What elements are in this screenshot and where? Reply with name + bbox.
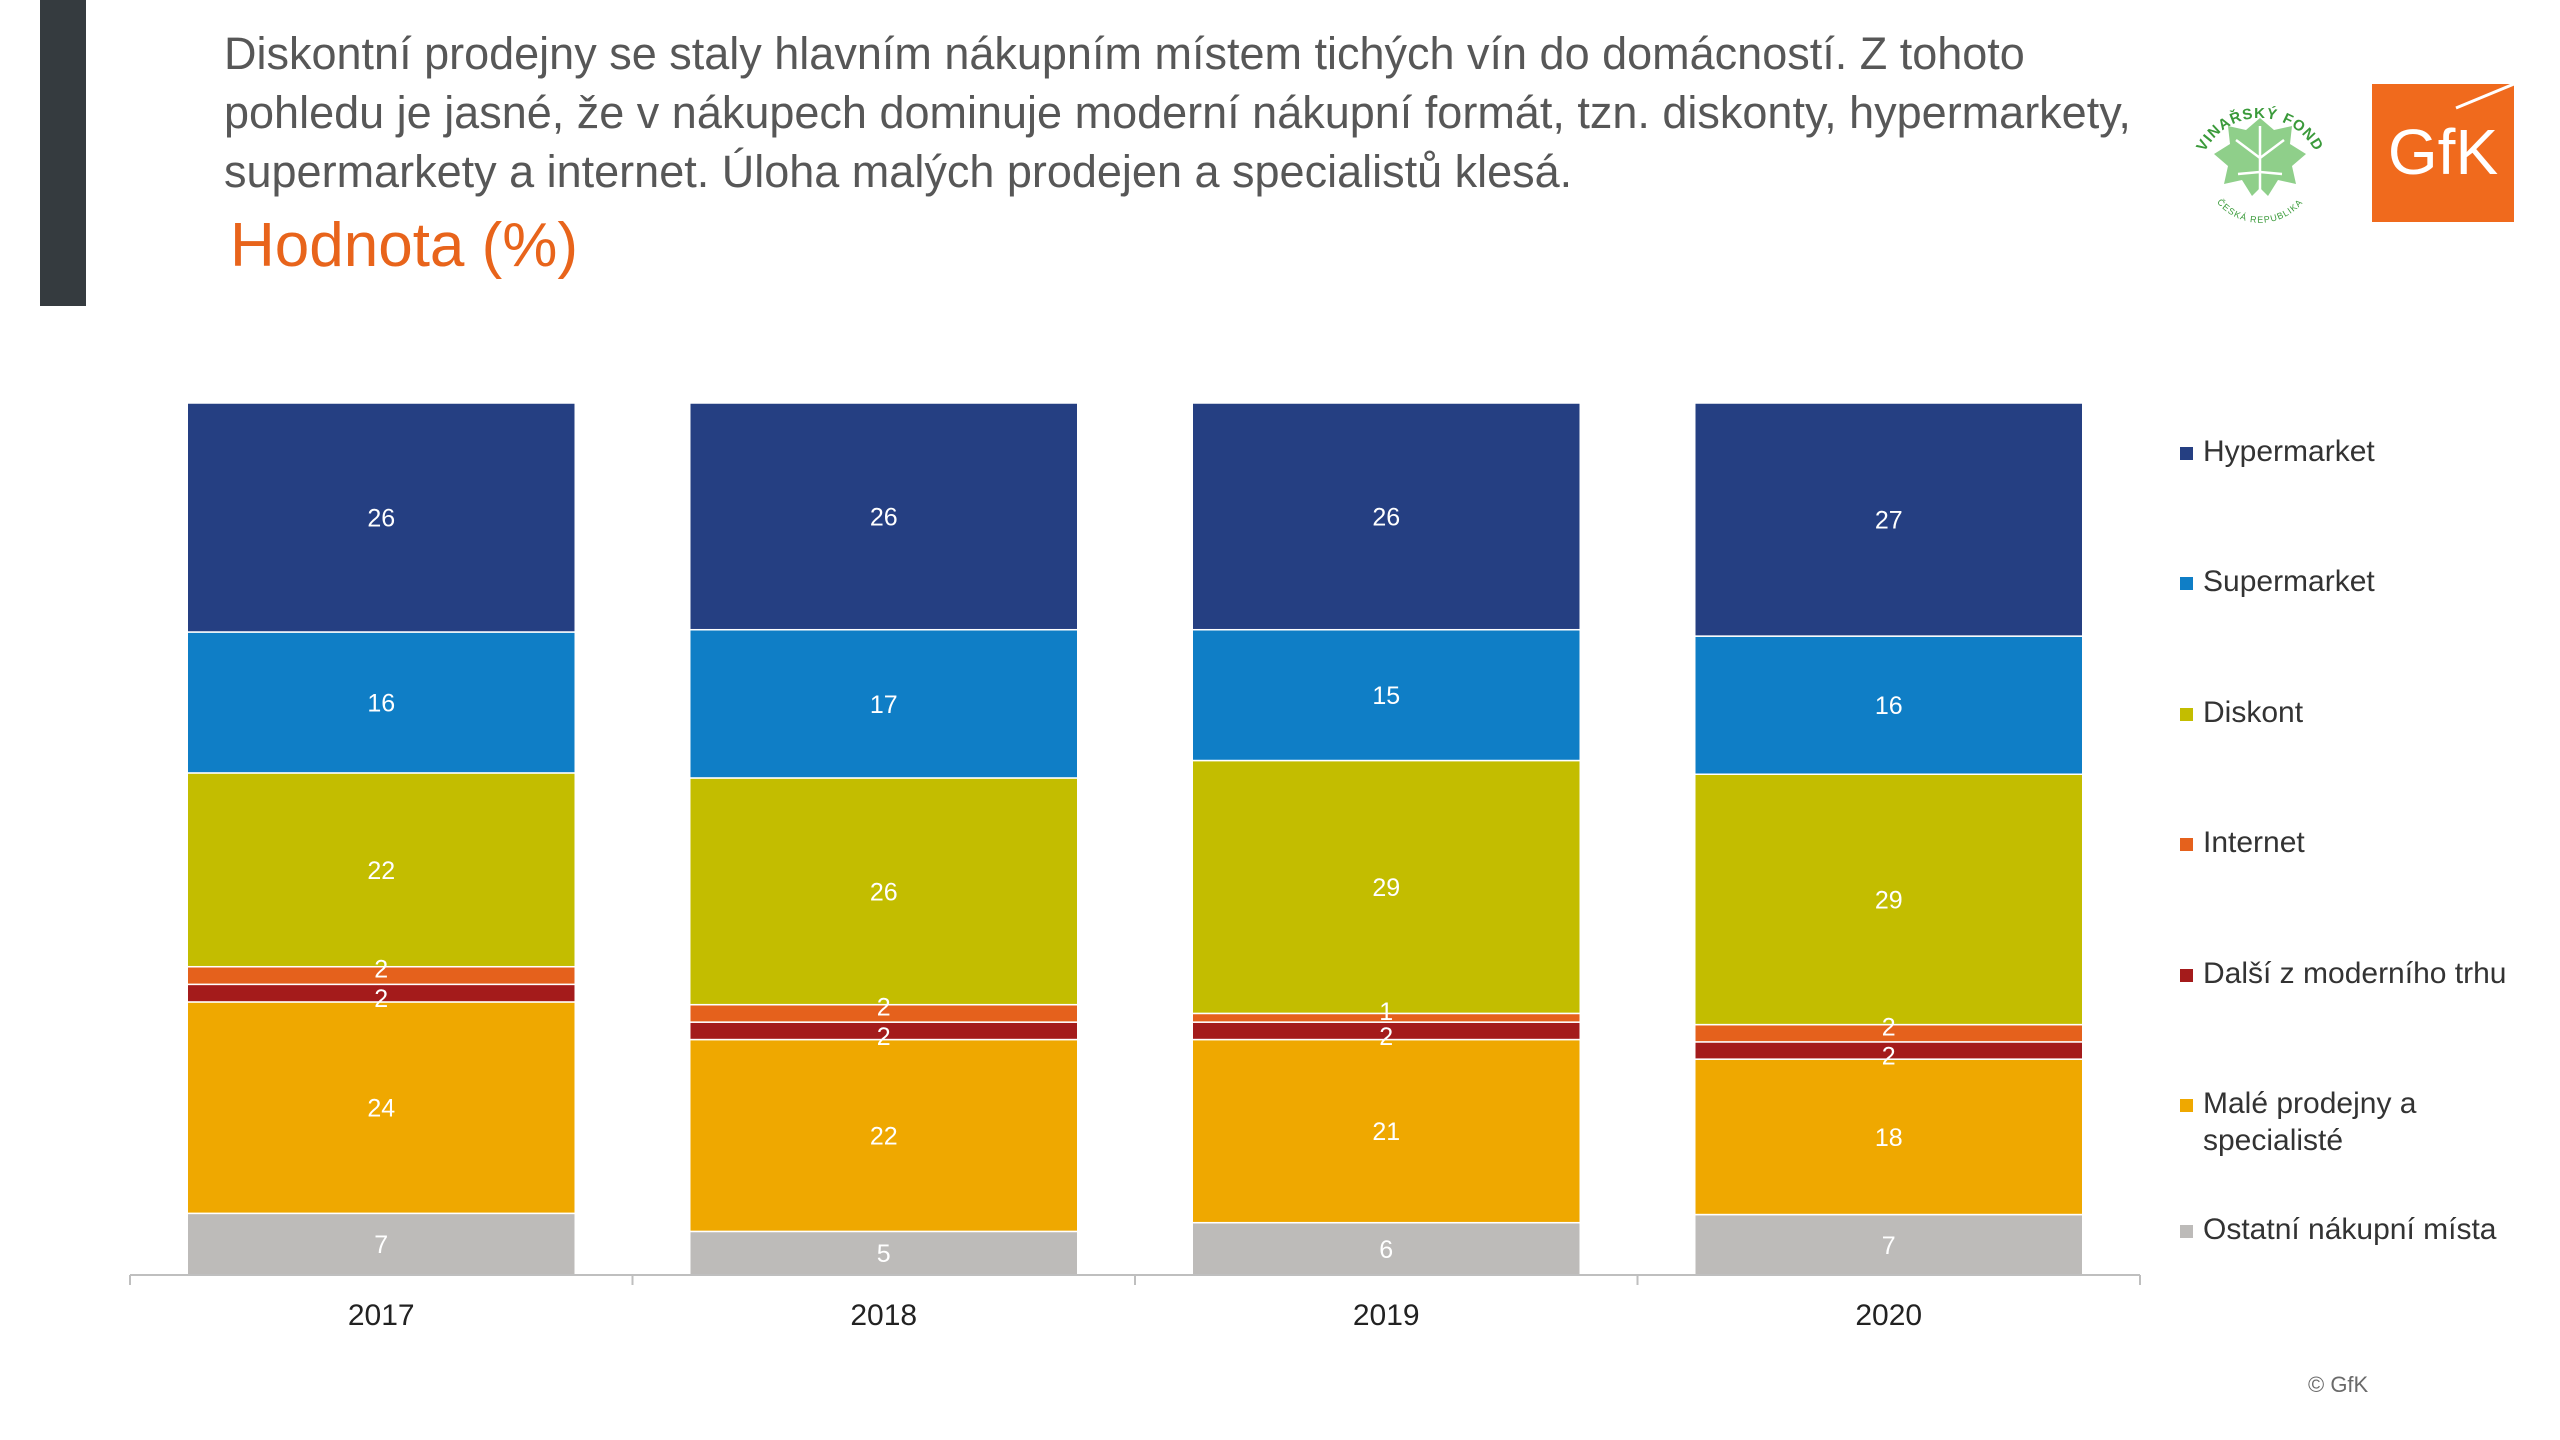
data-label: 24 <box>367 1095 395 1123</box>
bar-segment <box>186 1212 576 1276</box>
data-labels-layer: 7242222162652222261726621212915267182229… <box>367 503 1902 1268</box>
bar-segment <box>689 1230 1079 1276</box>
bar-segment <box>1191 759 1581 1015</box>
data-label: 18 <box>1875 1124 1903 1152</box>
bars-layer <box>186 402 2084 1276</box>
legend-label: Ostatní nákupní místa <box>2203 1213 2497 1246</box>
bar-segment <box>1694 1213 2084 1276</box>
x-axis: 2017 2018 2019 2020 <box>129 1274 2141 1332</box>
copyright-text: © GfK <box>2308 1372 2369 1397</box>
data-label: 1 <box>1379 998 1393 1026</box>
legend-label: Supermarket <box>2203 565 2375 598</box>
data-label: 2 <box>1379 1023 1393 1051</box>
legend-swatch <box>2180 577 2193 590</box>
legend-swatch <box>2180 969 2193 982</box>
data-label: 7 <box>1882 1232 1896 1260</box>
gfk-logo: GfK <box>2372 84 2514 222</box>
x-tick-label: 2020 <box>1855 1299 1922 1332</box>
data-label: 2 <box>877 1023 891 1051</box>
data-label: 16 <box>367 689 395 717</box>
legend-label: Další z moderního trhu <box>2203 957 2507 990</box>
data-label: 2 <box>374 956 388 984</box>
chart-subtitle: Hodnota (%) <box>230 211 579 280</box>
bar-segment <box>186 772 576 968</box>
legend-label: Malé prodejny a specialisté <box>2203 1087 2417 1157</box>
data-label: 26 <box>870 503 898 531</box>
data-label: 7 <box>374 1231 388 1259</box>
bar-segment <box>186 402 576 633</box>
vinarsky-fond-logo: VINAŘSKÝ FOND ČESKÁ REPUBLIKA <box>2193 104 2326 225</box>
data-label: 16 <box>1875 692 1903 720</box>
bar-segment <box>186 1001 576 1215</box>
legend-swatch <box>2180 1099 2193 1112</box>
data-label: 2 <box>374 985 388 1013</box>
gfk-logo-text: GfK <box>2388 116 2498 188</box>
data-label: 21 <box>1372 1118 1400 1146</box>
bar-segment <box>689 1038 1079 1233</box>
x-tick-label: 2019 <box>1353 1299 1420 1332</box>
bar-segment <box>186 631 576 774</box>
bar-segment <box>1694 635 2084 775</box>
bar-segment <box>1191 628 1581 762</box>
legend-swatch <box>2180 447 2193 460</box>
legend-label: Diskont <box>2203 696 2304 729</box>
bar-segment <box>689 402 1079 631</box>
bar-segment <box>1694 773 2084 1026</box>
x-tick-label: 2018 <box>850 1299 917 1332</box>
data-label: 2 <box>1882 1043 1896 1071</box>
x-tick-label: 2017 <box>348 1299 415 1332</box>
data-label: 29 <box>1875 886 1903 914</box>
legend-label: Hypermarket <box>2203 435 2375 468</box>
data-label: 15 <box>1372 682 1400 710</box>
accent-side-bar <box>40 0 86 306</box>
data-label: 29 <box>1372 874 1400 902</box>
bar-segment <box>1694 1058 2084 1216</box>
bar-segment <box>689 628 1079 779</box>
legend-swatch <box>2180 838 2193 851</box>
data-label: 26 <box>367 505 395 533</box>
data-label: 5 <box>877 1240 891 1268</box>
bar-segment <box>1191 402 1581 631</box>
data-label: 6 <box>1379 1236 1393 1264</box>
data-label: 2 <box>1882 1013 1896 1041</box>
data-label: 27 <box>1875 507 1903 535</box>
legend-swatch <box>2180 708 2193 721</box>
data-label: 26 <box>1372 503 1400 531</box>
page-headline: Diskontní prodejny se staly hlavním náku… <box>224 28 2131 197</box>
data-label: 17 <box>870 691 898 719</box>
bar-segment <box>1191 1221 1581 1276</box>
data-label: 26 <box>870 878 898 906</box>
bar-segment <box>1694 402 2084 637</box>
legend-swatch <box>2180 1225 2193 1238</box>
bar-segment <box>689 777 1079 1006</box>
data-label: 22 <box>870 1122 898 1150</box>
data-label: 2 <box>877 993 891 1021</box>
legend-label: Internet <box>2203 826 2305 859</box>
data-label: 22 <box>367 857 395 885</box>
